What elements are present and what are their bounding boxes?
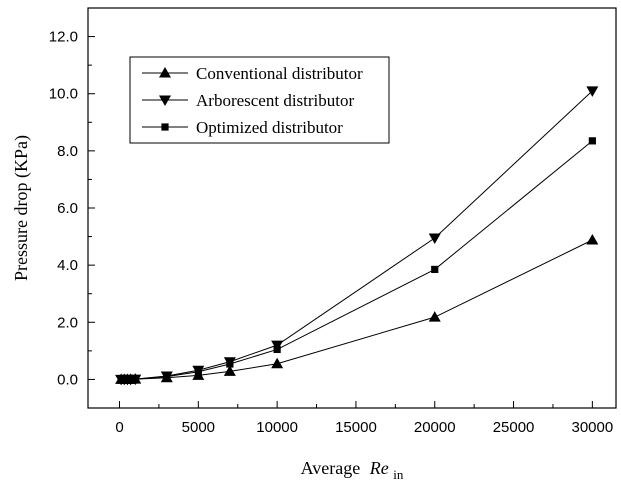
x-tick-label: 30000	[571, 419, 613, 436]
x-tick-label: 5000	[182, 419, 215, 436]
x-tick-label: 10000	[256, 419, 298, 436]
y-tick-label: 8.0	[57, 143, 78, 160]
data-point	[131, 375, 139, 383]
data-point	[226, 360, 234, 368]
data-point	[588, 137, 596, 145]
legend-marker	[161, 123, 169, 131]
x-tick-label: 0	[115, 419, 123, 436]
data-point	[428, 311, 441, 322]
series-line	[121, 140, 593, 380]
data-point	[586, 86, 599, 97]
data-point	[223, 365, 236, 376]
x-axis-ticks: 0 5000 10000 15000 20000 25000 30000	[115, 401, 613, 436]
legend-marker	[159, 95, 171, 106]
data-point	[586, 234, 599, 245]
data-point	[428, 233, 441, 244]
legend-label: Optimized distributor	[196, 118, 343, 137]
legend-label: Conventional distributor	[196, 64, 363, 83]
legend-label: Arborescent distributor	[196, 91, 354, 110]
x-tick-label: 20000	[414, 419, 456, 436]
legend-marker	[159, 67, 171, 78]
y-tick-label: 6.0	[57, 200, 78, 217]
data-point	[163, 372, 171, 381]
x-axis-title-subscript: in	[393, 467, 404, 482]
x-axis-title-prefix: Average	[301, 458, 361, 478]
y-axis-ticks: 0.0 2.0 4.0 6.0 8.0 10.0 12.0	[49, 7, 95, 409]
x-tick-label: 15000	[335, 419, 377, 436]
series-2	[117, 137, 596, 384]
data-point	[271, 357, 284, 369]
y-tick-label: 12.0	[49, 29, 78, 46]
y-tick-label: 0.0	[57, 371, 78, 388]
data-point	[194, 368, 202, 376]
x-tick-label: 25000	[493, 419, 535, 436]
data-point	[273, 345, 281, 354]
data-point	[431, 265, 439, 274]
series-line	[121, 239, 593, 380]
data-point	[126, 375, 135, 384]
y-tick-label: 2.0	[57, 314, 78, 331]
series-layer	[115, 86, 599, 386]
legend: Conventional distributor Arborescent dist…	[129, 56, 390, 144]
x-axis-title: Average Re in	[301, 458, 404, 482]
y-axis-title: Pressure drop (KPa)	[11, 135, 32, 281]
x-axis-title-italic: Re	[369, 458, 389, 478]
y-tick-label: 10.0	[49, 86, 78, 103]
y-tick-label: 4.0	[57, 257, 78, 274]
